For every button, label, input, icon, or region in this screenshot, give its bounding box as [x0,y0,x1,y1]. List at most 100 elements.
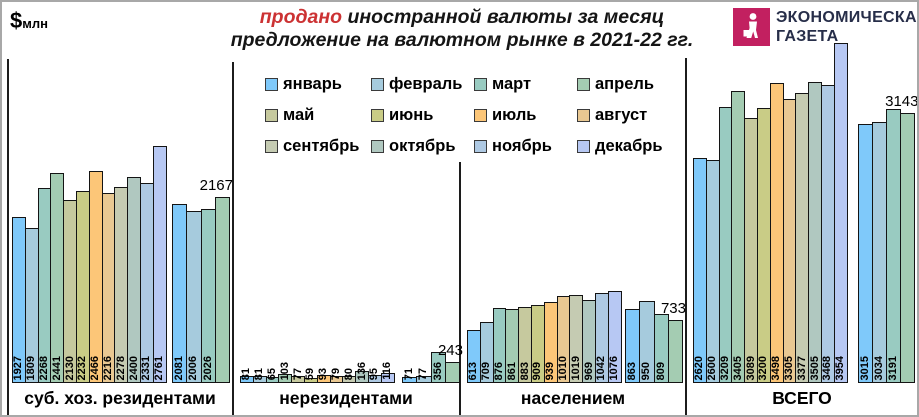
bar-value: 939 [544,361,557,380]
y-axis-unit: $млн [10,8,48,34]
bar-value: 71 [403,367,416,380]
bar: 77 [416,368,432,383]
legend-item: июль [474,106,536,125]
bar: 2331 [140,182,154,383]
bar [900,113,916,383]
currency-symbol: $ [10,8,23,33]
bar: 2466 [88,171,103,383]
group-label: ВСЕГО [772,388,832,408]
bar-value: 950 [640,361,653,380]
title-highlight: продано [259,6,343,28]
bar: 1927 [12,217,26,383]
bar-value: 81 [240,367,253,380]
legend-item: август [577,106,647,125]
legend-label: май [283,106,315,124]
legend-label: март [492,75,532,93]
bar: 3505 [808,81,822,383]
bar-value: 969 [582,361,595,380]
bar: 939 [543,302,558,383]
legend-item: октябрь [371,137,455,156]
legend-item: январь [265,75,342,94]
bar: 3954 [833,43,848,383]
bar: 59 [304,368,318,383]
bar: 3405 [731,90,746,383]
divider-nonresidents [459,162,461,415]
bar: 2081 [172,204,188,383]
bar-value-callout: 2167 [199,176,233,194]
axis-line-left [7,59,9,415]
group-label: населением [520,388,626,408]
bar-value: 2400 [127,355,140,380]
bar: 863 [625,308,641,383]
legend-label: ноябрь [492,137,552,155]
bar: 2761 [152,145,167,383]
bar: 909 [531,304,545,383]
legend-swatch [265,78,278,91]
bar: 1809 [24,227,39,383]
bar: 1019 [569,295,584,383]
bar-value: 65 [265,367,278,380]
bar: 103 [278,362,293,383]
bar: 77 [291,368,305,383]
bar: 80 [342,368,357,383]
legend-swatch [577,109,590,122]
bar-value: 3034 [872,355,885,380]
legend-label: сентябрь [283,137,360,155]
unit-label: млн [22,16,48,31]
legend-item: декабрь [577,137,663,156]
bar-value: 2232 [76,355,89,380]
legend-item: июнь [371,106,433,125]
bar-value: 2026 [201,355,214,380]
bar-value: 2761 [153,355,166,380]
bar-value: 3954 [834,355,847,380]
chart-title: продано иностранной валюты за месяц пред… [122,6,802,52]
bar-value: 1010 [556,355,569,380]
bar-value: 2081 [173,355,186,380]
title-line-1: продано иностранной валюты за месяц [122,6,802,29]
bar: 861 [505,309,520,383]
bar-value: 2268 [37,355,50,380]
logo-text-line-2: ГАЗЕТА [776,28,839,45]
group-label: нерезидентами [279,388,413,408]
group-label: суб. хоз. резидентами [24,388,216,408]
bar-value: 95 [368,367,381,380]
legend-swatch [371,109,384,122]
bar-value: 1076 [608,355,621,380]
title-rest: иностранной валюты за месяц [342,6,665,28]
logo-text-line-1: ЭКОНОМИЧЕСКАЯ [776,9,919,26]
bar: 883 [518,307,532,383]
bar: 969 [582,299,596,383]
bar: 809 [653,313,669,383]
legend-item: сентябрь [265,137,359,156]
legend-item: апрель [577,75,654,94]
bar: 2441 [50,173,65,383]
divider-residents [232,62,234,415]
legend: январь февраль март апрель май июнь июль август… [265,75,690,170]
bar: 93 [316,368,331,383]
legend-swatch [371,78,384,91]
bar-value: 136 [355,361,368,380]
bar-value: 863 [626,361,639,380]
bar: 1010 [556,296,571,383]
legend-item: май [265,106,314,125]
bar-value: 809 [654,361,667,380]
bar: 3200 [757,108,771,383]
bar: 1076 [607,290,622,383]
bar: 79 [329,368,344,383]
bar-value: 81 [253,367,266,380]
bar: 2232 [76,191,90,383]
bar: 2278 [114,187,129,383]
bar-value: 709 [480,361,493,380]
bar-value: 861 [505,361,518,380]
bar: 3209 [718,107,733,383]
logo-person-icon [733,8,770,46]
publisher-logo: ЭКОНОМИЧЕСКАЯ ГАЗЕТА [733,8,919,46]
bar-value-callout: 243 [437,342,463,360]
bar-value: 613 [467,361,480,380]
legend-item: февраль [371,75,462,94]
bar: 95 [368,368,382,383]
bar: 3305 [782,99,797,383]
bar-value: 77 [291,367,304,380]
bar-value: 2130 [63,355,76,380]
legend-label: январь [283,75,342,93]
